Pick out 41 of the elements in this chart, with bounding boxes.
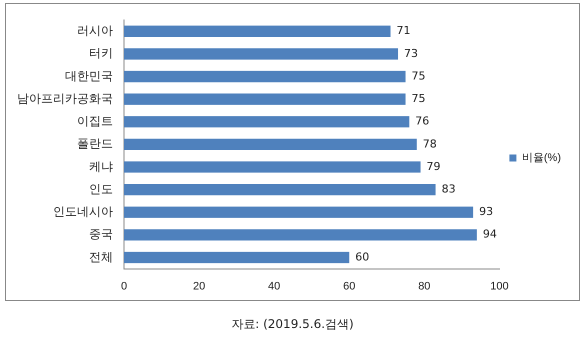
data-label: 75 <box>412 69 426 82</box>
y-tick-label: 케냐 <box>89 159 113 174</box>
y-tick-label: 터키 <box>89 46 113 60</box>
y-tick-label: 인도 <box>89 182 113 196</box>
legend-label: 비율(%) <box>522 152 561 164</box>
y-tick-label: 이집트 <box>77 114 113 128</box>
x-tick-label: 100 <box>490 280 509 292</box>
bar <box>124 206 474 218</box>
x-tick-label: 20 <box>192 280 206 292</box>
bar <box>124 184 436 196</box>
bar <box>124 70 406 82</box>
y-tick-label: 러시아 <box>77 24 113 38</box>
y-tick-label: 남아프리카공화국 <box>17 91 113 106</box>
data-label: 71 <box>396 24 411 38</box>
bar <box>124 252 350 264</box>
x-tick-label: 60 <box>343 280 356 292</box>
x-tick-label: 40 <box>268 280 280 292</box>
data-label: 78 <box>422 137 437 150</box>
data-label: 94 <box>482 228 497 241</box>
bar <box>124 48 398 60</box>
y-tick-label: 대한민국 <box>65 68 113 83</box>
bar <box>124 161 421 173</box>
bar <box>124 94 406 105</box>
bar <box>124 116 410 128</box>
text: 자료: (2019.5.6.검색) <box>230 316 355 333</box>
data-label: 79 <box>426 160 441 173</box>
bar <box>124 26 391 37</box>
y-tick-label: 중국 <box>89 227 113 242</box>
data-label: 60 <box>355 250 370 264</box>
data-label: 73 <box>404 46 418 60</box>
x-tick-label: 80 <box>418 280 430 292</box>
x-tick-label: 0 <box>120 280 128 292</box>
y-tick-label: 폴란드 <box>77 136 113 151</box>
y-tick-label: 전체 <box>89 250 113 264</box>
data-label: 83 <box>442 182 456 196</box>
bar <box>124 138 417 150</box>
data-label: 76 <box>415 114 430 128</box>
data-label: 75 <box>412 92 426 106</box>
y-tick-label: 인도네시아 <box>53 204 113 219</box>
data-label: 93 <box>479 205 494 218</box>
bar <box>124 229 477 241</box>
